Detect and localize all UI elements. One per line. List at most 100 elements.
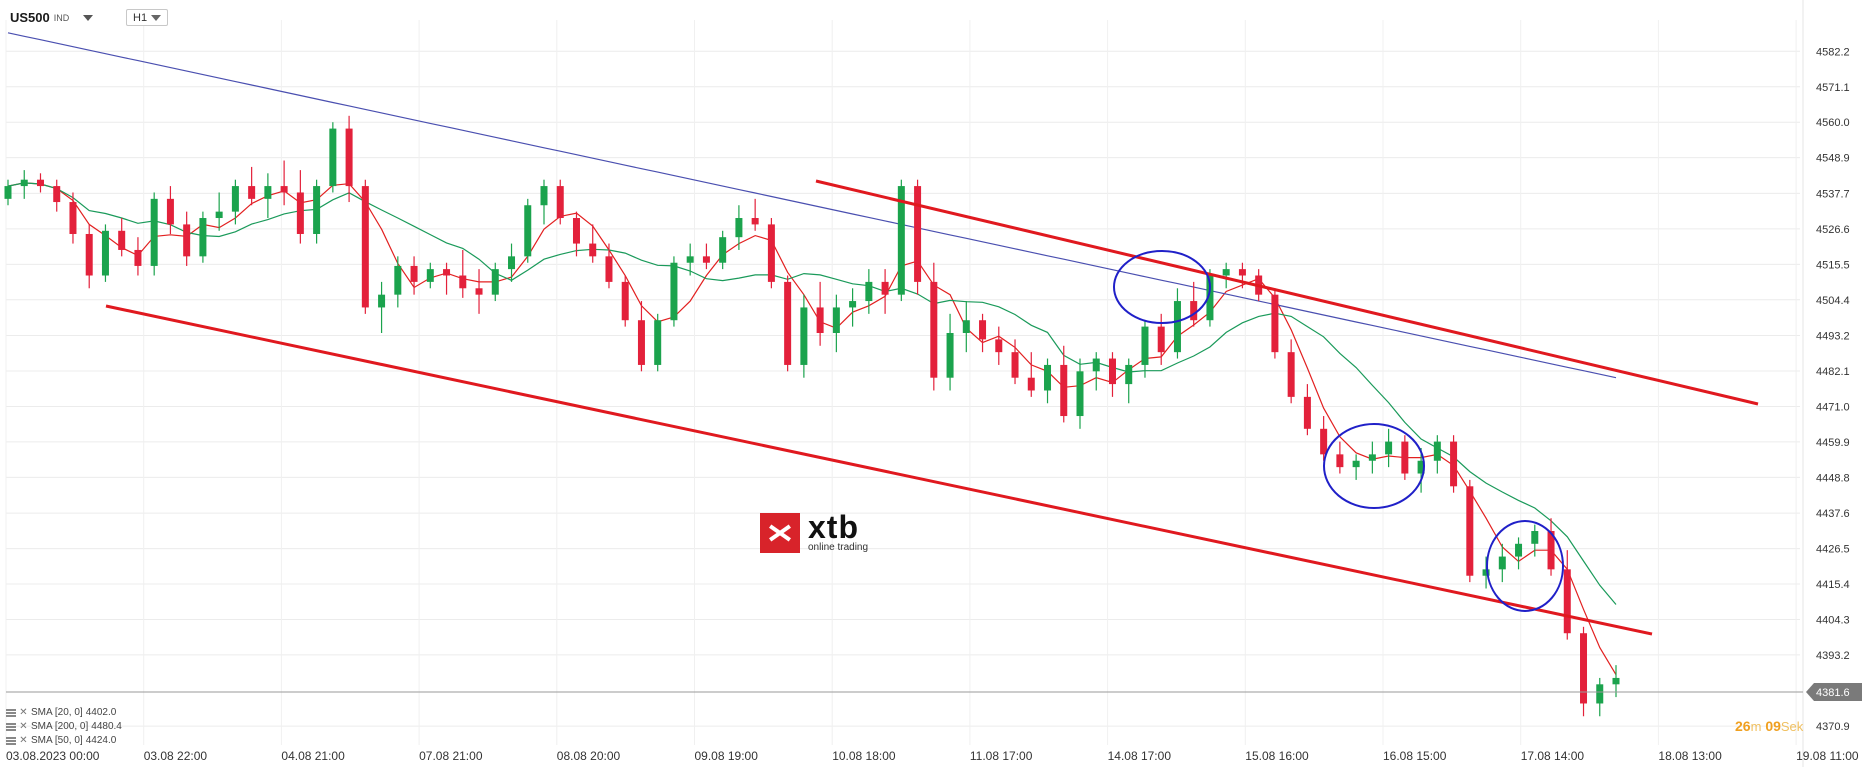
candle-body xyxy=(995,339,1003,353)
candle-body xyxy=(313,186,321,234)
candle xyxy=(459,249,467,298)
sma-200-line xyxy=(7,32,1617,379)
candle xyxy=(654,313,662,372)
x-tick-label: 18.08 13:00 xyxy=(1658,749,1722,763)
candle-body xyxy=(702,256,710,263)
candle-body xyxy=(849,301,857,308)
candle xyxy=(1531,524,1539,557)
candle-body xyxy=(1287,352,1295,397)
candle xyxy=(296,170,304,244)
candle xyxy=(215,192,223,231)
candle xyxy=(20,170,28,199)
candle-body xyxy=(1352,460,1360,468)
x-tick-label: 19.08 11:00 xyxy=(1796,749,1859,763)
close-icon[interactable]: ✕ xyxy=(19,707,28,718)
symbol-type: IND xyxy=(53,12,70,23)
candle-body xyxy=(1596,684,1604,704)
candle xyxy=(394,256,402,308)
candle-body xyxy=(329,128,337,187)
candle-body xyxy=(1547,531,1555,570)
settings-icon[interactable] xyxy=(6,737,16,745)
sma-50-line xyxy=(7,182,1617,605)
countdown-min-unit: m xyxy=(1750,719,1762,734)
candle xyxy=(849,288,857,327)
candle xyxy=(751,198,759,231)
candle xyxy=(784,275,792,372)
candle xyxy=(621,275,629,327)
highlight-circle-2[interactable] xyxy=(1323,423,1425,509)
candle-body xyxy=(280,186,288,193)
indicator-row[interactable]: ✕ SMA [200, 0] 4480.4 xyxy=(6,720,122,734)
candle-body xyxy=(946,332,954,378)
candle xyxy=(1515,537,1523,570)
candle-body xyxy=(1482,569,1490,576)
candle xyxy=(1108,352,1116,397)
candle-body xyxy=(1076,371,1084,417)
candle-body xyxy=(459,275,467,289)
indicator-row[interactable]: ✕ SMA [50, 0] 4424.0 xyxy=(6,734,122,748)
candle xyxy=(540,179,548,225)
candle-body xyxy=(816,307,824,333)
chevron-down-icon[interactable] xyxy=(151,14,161,21)
candle xyxy=(1547,518,1555,576)
highlight-circle-3[interactable] xyxy=(1486,520,1564,612)
indicator-row[interactable]: ✕ SMA [20, 0] 4402.0 xyxy=(6,706,122,720)
symbol-selector[interactable]: US500 IND xyxy=(10,10,94,25)
candle xyxy=(1596,677,1604,717)
symbol-name: US500 xyxy=(10,10,50,25)
candle xyxy=(69,192,77,244)
timeframe-selector[interactable]: H1 xyxy=(126,9,168,26)
candle-body xyxy=(572,218,580,244)
y-tick-label: 4493.2 xyxy=(1816,331,1850,343)
candle xyxy=(4,179,12,206)
candle-body xyxy=(1612,677,1620,685)
candle xyxy=(1433,435,1441,474)
candle-body xyxy=(670,262,678,321)
chevron-down-icon[interactable] xyxy=(83,14,94,21)
candle-body xyxy=(897,186,905,295)
y-tick-label: 4515.5 xyxy=(1816,259,1850,271)
x-tick-label: 04.08 21:00 xyxy=(281,749,345,763)
y-tick-label: 4504.4 xyxy=(1816,295,1850,307)
channel-lower-trendline[interactable] xyxy=(105,304,1653,636)
candle-body xyxy=(1515,543,1523,557)
candle xyxy=(378,281,386,333)
candle-body xyxy=(215,211,223,219)
candle xyxy=(1271,288,1279,359)
candle-body xyxy=(719,237,727,263)
candle xyxy=(1417,447,1425,493)
candle xyxy=(816,281,824,346)
candle xyxy=(410,256,418,295)
candle-body xyxy=(1027,377,1035,391)
timeframe-value: H1 xyxy=(133,11,148,24)
candle-body xyxy=(410,265,418,282)
y-tick-label: 4537.7 xyxy=(1816,188,1850,200)
candle xyxy=(361,179,369,314)
x-tick-label: 17.08 14:00 xyxy=(1521,749,1585,763)
candle-body xyxy=(475,288,483,295)
x-tick-label: 03.08.2023 00:00 xyxy=(6,749,100,763)
highlight-circle-1[interactable] xyxy=(1113,250,1211,324)
candle-body xyxy=(53,186,61,203)
candle xyxy=(702,243,710,270)
x-tick-label: 08.08 20:00 xyxy=(557,749,621,763)
candle xyxy=(1450,435,1458,493)
indicator-value: 4402.0 xyxy=(85,707,117,718)
settings-icon[interactable] xyxy=(6,709,16,717)
y-tick-label: 4448.8 xyxy=(1816,472,1850,484)
candle xyxy=(231,179,239,225)
candle xyxy=(264,173,272,219)
settings-icon[interactable] xyxy=(6,723,16,731)
candle-body xyxy=(1206,275,1214,321)
countdown-seconds: 09 xyxy=(1765,718,1781,734)
close-icon[interactable]: ✕ xyxy=(19,721,28,732)
close-icon[interactable]: ✕ xyxy=(19,735,28,746)
candle xyxy=(280,160,288,206)
candle xyxy=(1076,358,1084,429)
xtb-logo-icon xyxy=(760,512,800,553)
channel-upper-trendline[interactable] xyxy=(815,179,1759,406)
candle-body xyxy=(686,256,694,263)
candles xyxy=(4,115,1620,717)
candle xyxy=(637,301,645,372)
